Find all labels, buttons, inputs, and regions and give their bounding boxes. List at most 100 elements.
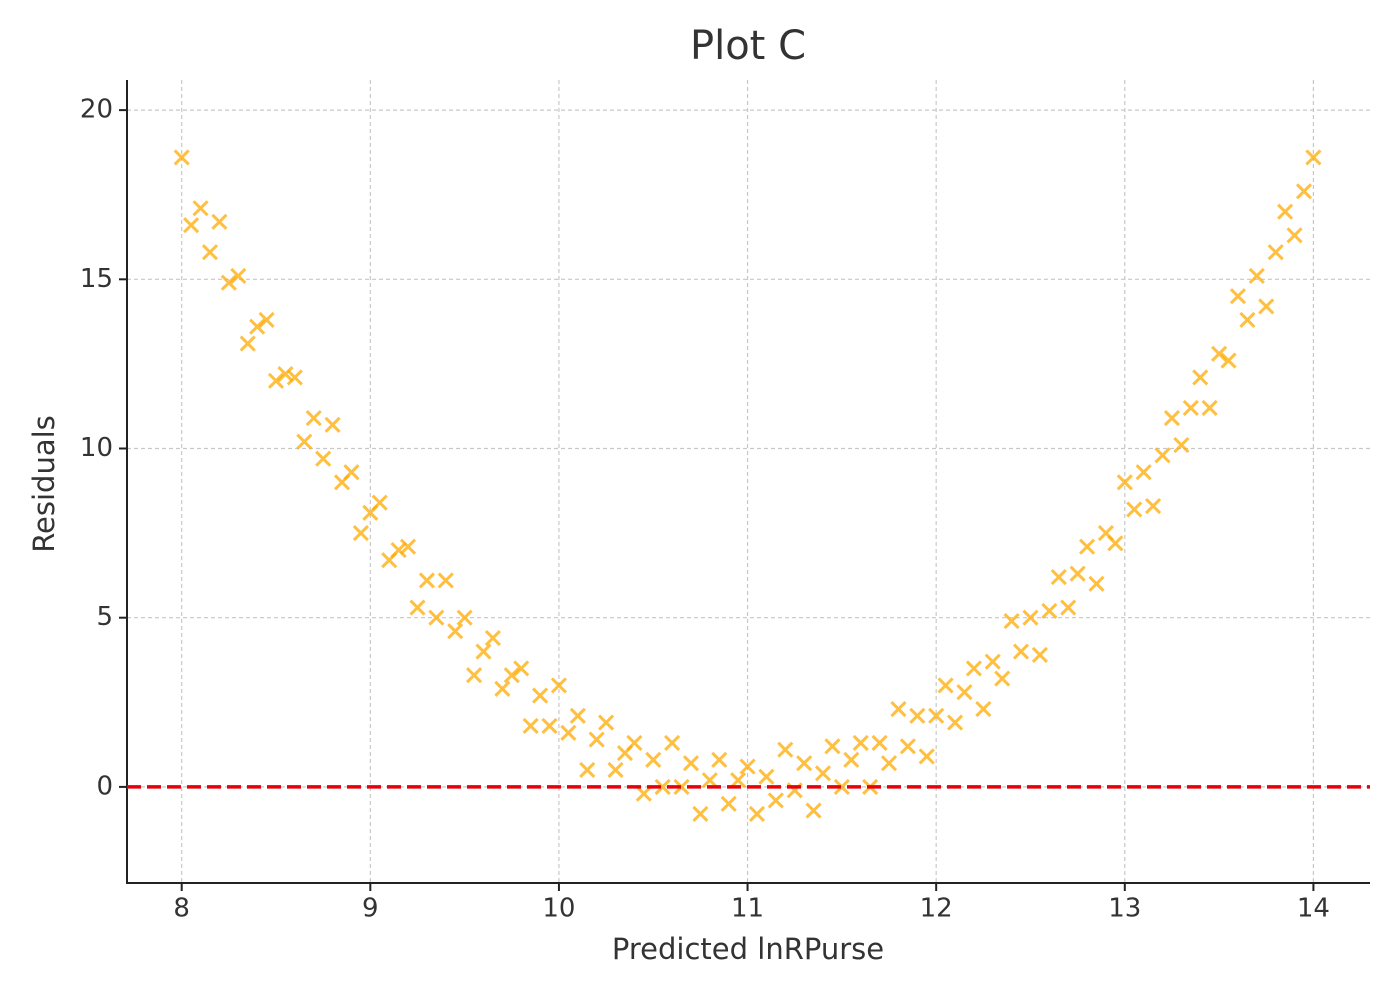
point [1305,149,1322,166]
point [748,805,766,823]
point [343,464,360,481]
point [484,629,501,647]
point [503,667,520,684]
point [192,200,209,217]
point [814,765,832,782]
point [315,450,332,467]
point [739,758,756,775]
point [994,670,1011,687]
point [711,751,728,768]
point [1031,646,1048,663]
point [682,755,700,772]
point [1069,565,1086,582]
point [399,538,417,555]
point [249,318,266,335]
point [1201,399,1218,416]
point [796,755,813,772]
point [1192,369,1209,386]
point [1182,399,1199,416]
point [569,707,586,724]
y-tick-label: 5 [96,602,113,632]
point [1060,599,1077,616]
y-tick-label: 20 [80,95,113,125]
point [1088,575,1105,592]
point [1295,183,1313,200]
point [1163,409,1181,427]
point [635,785,652,802]
point [579,761,596,779]
point [965,660,982,677]
y-axis-label: Residuals [27,415,61,553]
point [532,687,549,704]
point [1258,298,1275,315]
point [984,653,1001,670]
point [654,778,671,795]
point [513,660,530,677]
point [465,667,483,684]
point [1050,569,1067,586]
point [1022,609,1039,626]
point [598,714,615,731]
point [211,213,228,230]
chart-title: Plot C [690,23,806,69]
point [494,680,511,697]
x-tick-label: 10 [542,894,575,924]
point [1211,345,1228,362]
point [673,778,690,795]
point [1012,643,1030,660]
point [937,677,954,694]
point [541,717,558,735]
point [1135,464,1152,481]
point [1248,267,1265,284]
point [664,734,681,751]
point [1229,288,1247,305]
point [899,738,916,755]
point [258,311,275,328]
point [1116,474,1133,491]
x-tick-label: 13 [1108,894,1141,924]
point [852,734,869,751]
point [409,599,426,616]
point [1107,535,1124,552]
x-tick-label: 11 [731,894,764,924]
point [371,494,388,511]
point [1239,311,1256,328]
point [890,701,907,718]
point [428,609,445,626]
point [324,416,341,433]
point [918,748,935,765]
point [456,609,473,626]
point [1003,613,1020,630]
point [550,677,567,694]
point [173,149,190,166]
point [1041,602,1058,619]
point [277,366,294,383]
point [805,802,822,819]
point [1220,352,1237,369]
point [522,717,539,735]
y-tick-label: 0 [96,771,113,801]
point [946,714,964,731]
point [607,761,624,779]
x-tick-label: 14 [1297,894,1330,924]
point [286,369,303,386]
point [305,409,322,427]
point [220,274,237,291]
point [1286,227,1303,244]
point [909,707,926,724]
point [645,751,662,768]
point [437,572,454,589]
point [824,738,841,755]
x-tick-label: 8 [173,894,190,924]
point [956,684,973,701]
x-tick-label: 9 [362,894,379,924]
point [588,731,605,748]
point [1126,501,1143,518]
point [730,772,747,789]
point [626,734,643,751]
point [843,751,860,768]
point [1277,203,1294,220]
x-tick-label: 12 [920,894,953,924]
point [352,525,369,542]
point [1079,538,1096,555]
